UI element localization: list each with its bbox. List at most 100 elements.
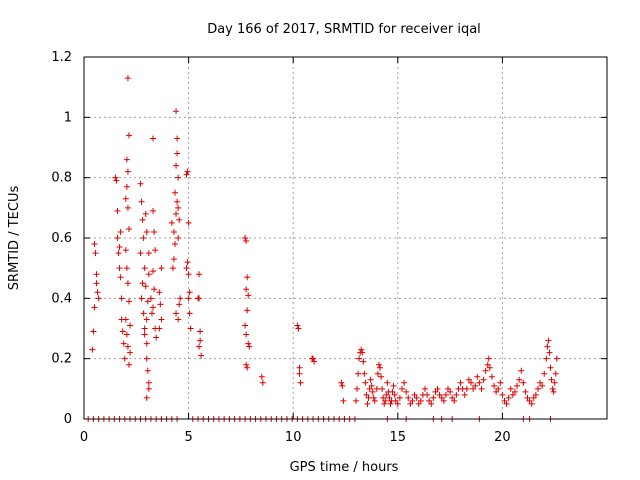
data-point bbox=[354, 385, 361, 392]
data-point bbox=[94, 289, 101, 296]
data-point bbox=[367, 376, 374, 383]
data-point bbox=[122, 247, 129, 254]
data-point bbox=[141, 325, 148, 332]
data-point bbox=[295, 325, 302, 332]
data-point bbox=[138, 295, 145, 302]
data-point bbox=[548, 376, 555, 383]
data-point bbox=[259, 379, 266, 386]
data-point bbox=[169, 265, 176, 272]
data-point bbox=[377, 364, 384, 371]
data-point bbox=[392, 397, 399, 404]
data-point bbox=[430, 394, 437, 401]
data-point bbox=[127, 349, 134, 356]
data-point bbox=[145, 385, 152, 392]
data-point bbox=[143, 228, 150, 235]
data-point bbox=[405, 394, 412, 401]
data-point bbox=[93, 280, 100, 287]
data-point bbox=[398, 385, 405, 392]
x-tick-labels: 0 5 10 15 20 bbox=[80, 430, 511, 445]
data-point bbox=[499, 391, 506, 398]
data-point bbox=[137, 180, 144, 187]
y-tick-labels: 0 0.2 0.4 0.6 0.8 1 1.2 bbox=[51, 50, 72, 427]
data-point bbox=[183, 265, 190, 272]
data-point bbox=[381, 400, 388, 407]
data-point bbox=[122, 195, 129, 202]
data-point bbox=[514, 382, 521, 389]
data-point bbox=[503, 400, 510, 407]
data-point bbox=[465, 376, 472, 383]
data-point bbox=[174, 135, 181, 142]
data-point bbox=[258, 373, 265, 380]
data-point bbox=[449, 394, 456, 401]
data-point bbox=[119, 328, 126, 335]
data-point bbox=[363, 391, 370, 398]
data-point bbox=[93, 271, 100, 278]
data-point bbox=[244, 274, 251, 281]
data-point bbox=[532, 391, 539, 398]
data-point bbox=[474, 373, 481, 380]
data-point bbox=[553, 355, 560, 362]
data-point bbox=[114, 207, 121, 214]
data-point bbox=[546, 349, 553, 356]
data-point bbox=[185, 219, 192, 226]
data-point bbox=[524, 394, 531, 401]
data-point bbox=[151, 286, 158, 293]
data-point bbox=[409, 397, 416, 404]
data-point bbox=[428, 400, 435, 407]
data-point bbox=[117, 274, 124, 281]
data-point bbox=[175, 204, 182, 211]
data-point bbox=[143, 316, 150, 323]
data-point bbox=[184, 259, 191, 266]
data-point bbox=[534, 385, 541, 392]
data-point bbox=[355, 370, 362, 377]
data-point bbox=[143, 355, 150, 362]
data-point bbox=[488, 373, 495, 380]
data-point bbox=[127, 322, 134, 329]
data-point bbox=[145, 250, 152, 257]
data-point bbox=[184, 168, 191, 175]
data-point bbox=[417, 397, 424, 404]
data-point bbox=[173, 310, 180, 317]
data-point bbox=[183, 171, 190, 178]
x-tick-label: 10 bbox=[285, 430, 302, 445]
data-point bbox=[124, 204, 131, 211]
data-point bbox=[380, 394, 387, 401]
data-point bbox=[311, 358, 318, 365]
data-point bbox=[175, 316, 182, 323]
data-point bbox=[545, 337, 552, 344]
data-point bbox=[153, 334, 160, 341]
data-point bbox=[157, 301, 164, 308]
data-point bbox=[176, 216, 183, 223]
data-point bbox=[116, 244, 123, 251]
data-point bbox=[137, 250, 144, 257]
data-point bbox=[378, 373, 385, 380]
data-point bbox=[457, 379, 464, 386]
data-point bbox=[150, 207, 157, 214]
data-point bbox=[141, 331, 148, 338]
data-point bbox=[152, 247, 159, 254]
data-point bbox=[145, 379, 152, 386]
plot-frame bbox=[83, 56, 608, 420]
data-point bbox=[382, 397, 389, 404]
data-point bbox=[391, 391, 398, 398]
data-point bbox=[463, 385, 470, 392]
x-tick-label: 20 bbox=[494, 430, 511, 445]
data-point bbox=[495, 385, 502, 392]
data-point bbox=[528, 400, 535, 407]
data-point bbox=[172, 189, 179, 196]
data-point bbox=[124, 75, 131, 82]
data-point bbox=[543, 355, 550, 362]
data-point bbox=[121, 355, 128, 362]
data-point bbox=[445, 385, 452, 392]
data-point bbox=[501, 397, 508, 404]
data-point bbox=[91, 304, 98, 311]
data-point bbox=[413, 394, 420, 401]
grid bbox=[84, 57, 607, 419]
data-point bbox=[396, 394, 403, 401]
data-point bbox=[124, 343, 131, 350]
data-point bbox=[368, 382, 375, 389]
data-point bbox=[144, 367, 151, 374]
data-point bbox=[198, 352, 205, 359]
data-point bbox=[544, 343, 551, 350]
data-point bbox=[470, 385, 477, 392]
